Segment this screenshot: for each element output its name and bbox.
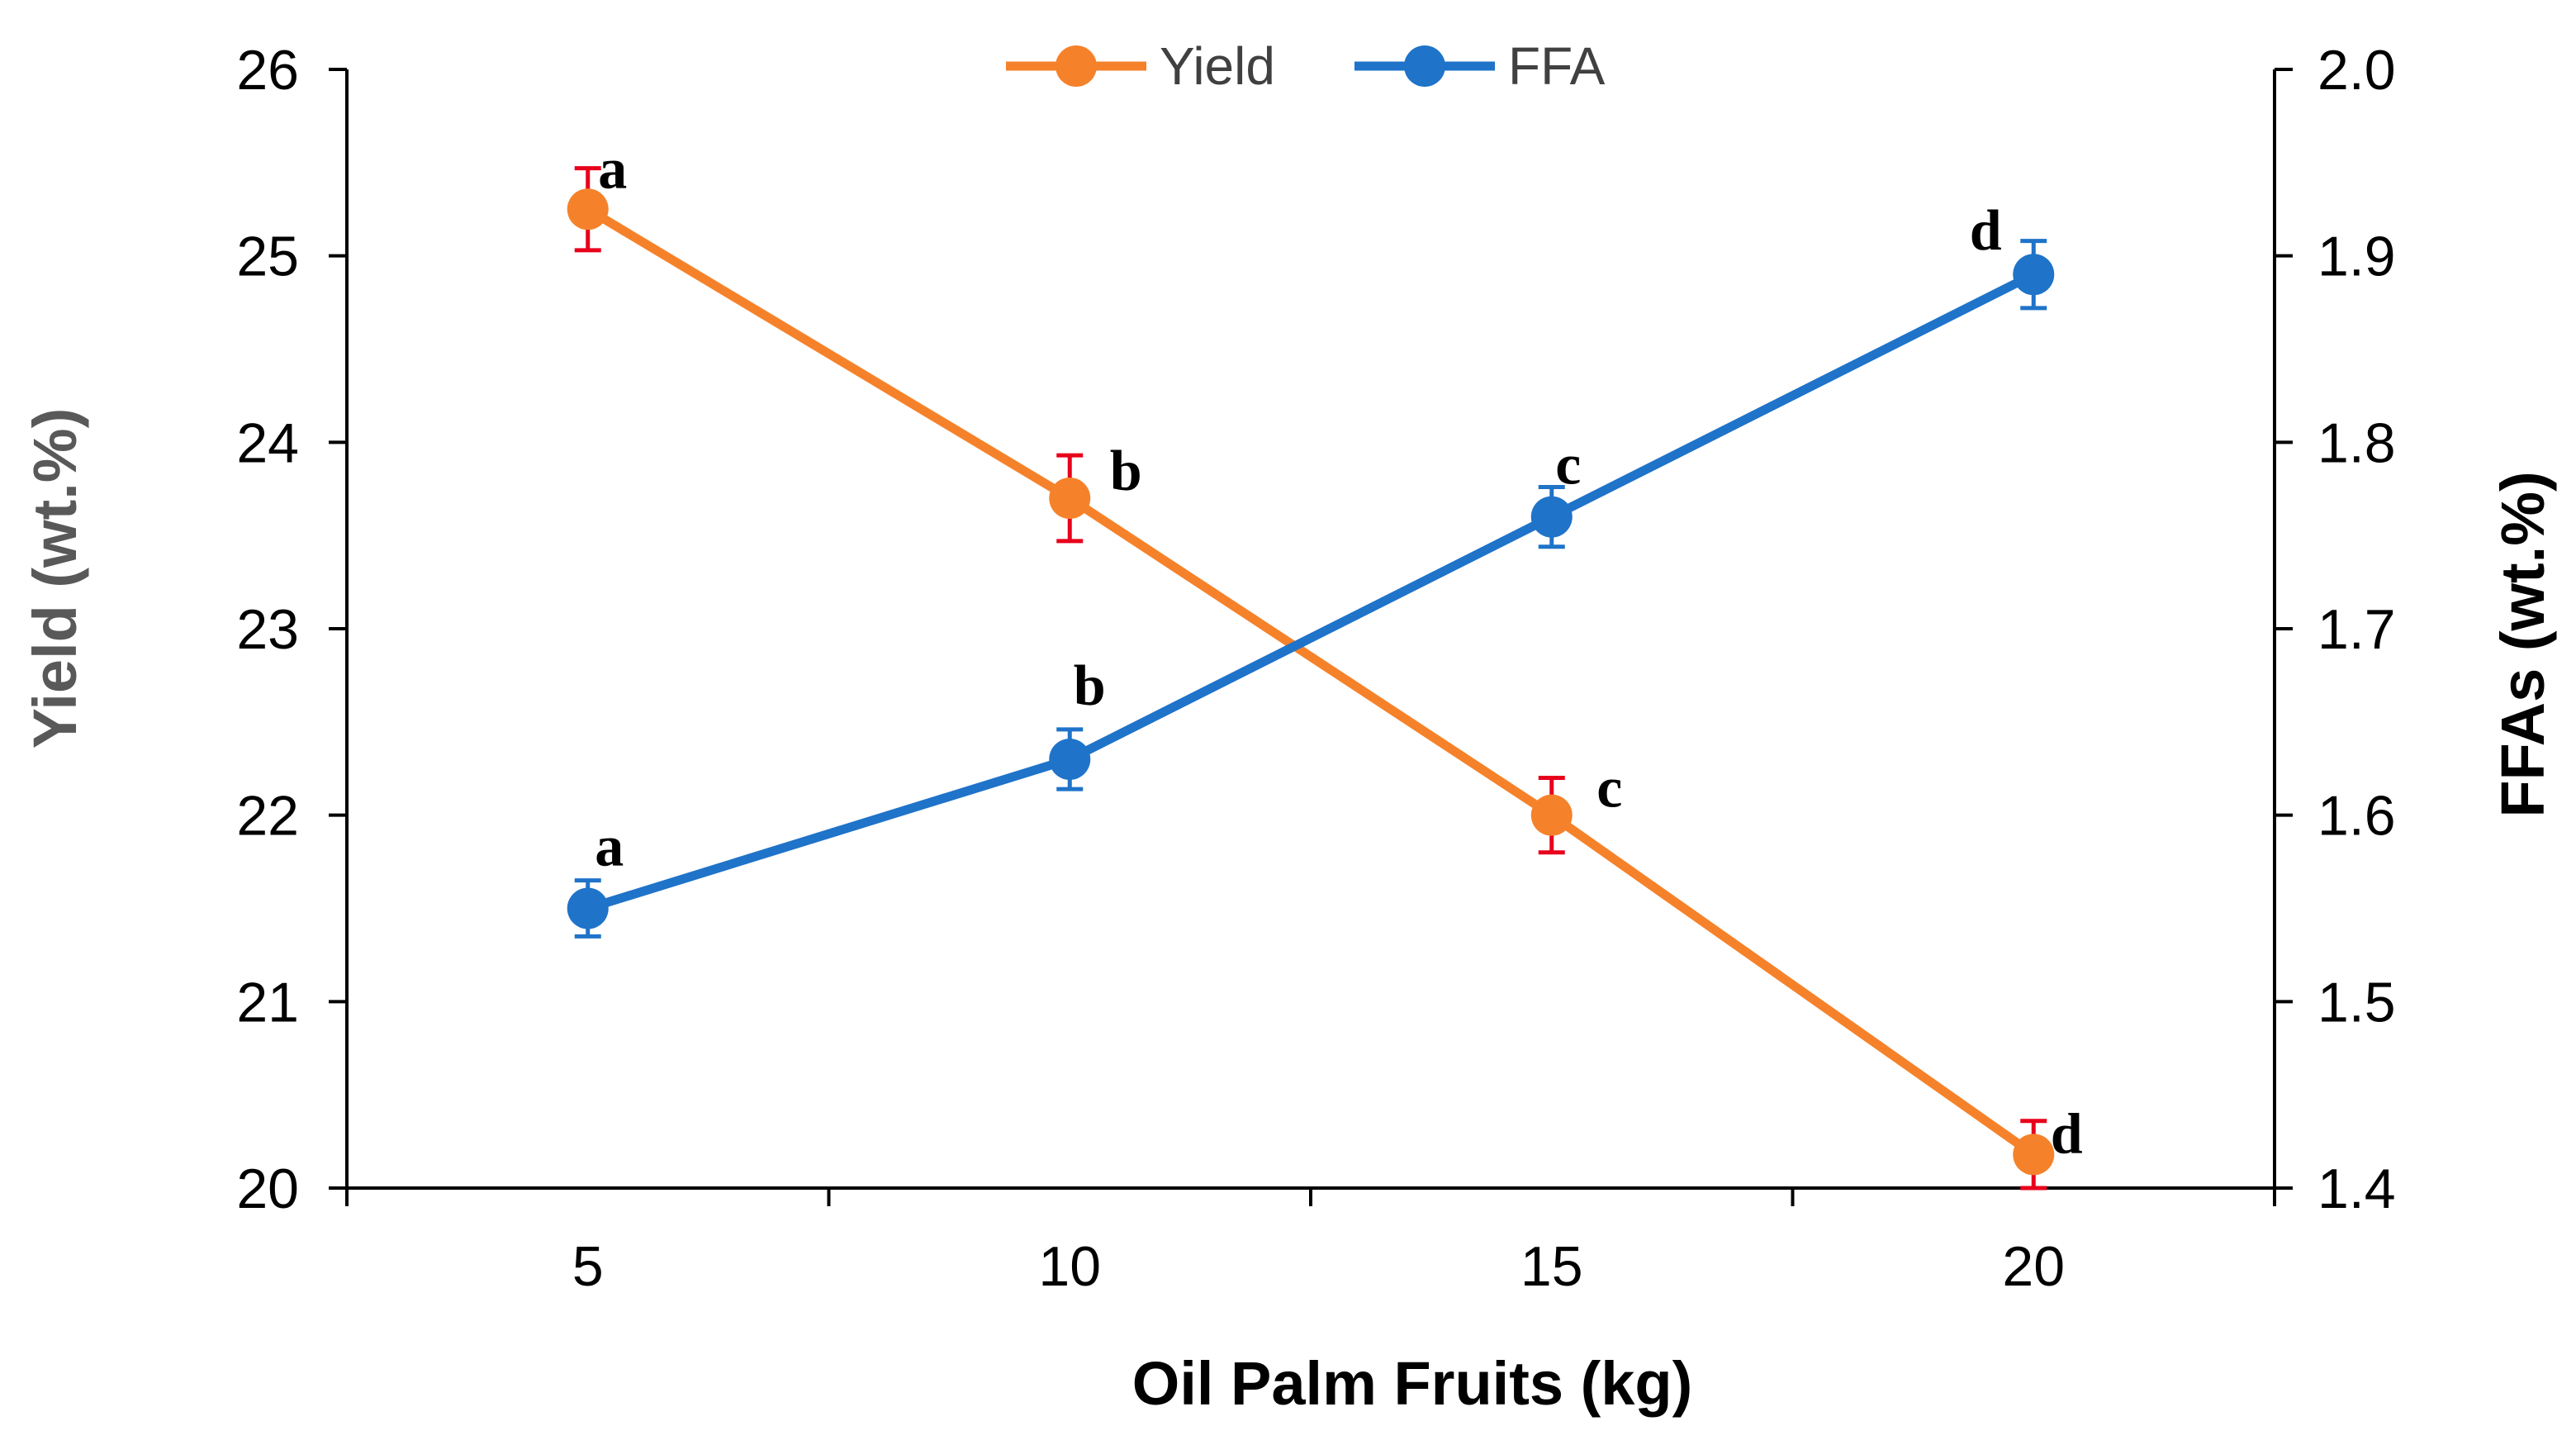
y-left-tick-label: 20 bbox=[236, 1157, 299, 1220]
y-right-tick-label: 1.7 bbox=[2317, 598, 2396, 661]
x-tick-label: 5 bbox=[572, 1235, 604, 1298]
y-right-tick-label: 2.0 bbox=[2317, 39, 2396, 102]
data-point bbox=[1530, 794, 1573, 836]
significance-label: c bbox=[1596, 757, 1622, 820]
y-axis-title-right: FFAs (wt.%) bbox=[2488, 471, 2557, 817]
y-axis-title-left: Yield (wt.%) bbox=[21, 408, 89, 749]
data-point bbox=[2013, 254, 2055, 296]
legend-marker-ffa bbox=[1404, 45, 1445, 87]
data-point bbox=[2013, 1134, 2055, 1176]
y-right-tick-label: 1.4 bbox=[2317, 1157, 2396, 1220]
significance-label: a bbox=[595, 815, 624, 879]
y-right-tick-label: 1.6 bbox=[2317, 785, 2396, 848]
y-right-tick-label: 1.5 bbox=[2317, 971, 2396, 1034]
data-point bbox=[1530, 496, 1573, 538]
data-point bbox=[567, 887, 609, 929]
series-line-yield bbox=[585, 205, 2037, 1158]
y-left-tick-label: 25 bbox=[236, 226, 299, 288]
significance-label: b bbox=[1110, 440, 1142, 503]
series-line-ffa bbox=[586, 270, 2036, 913]
legend: Yield FFA bbox=[1006, 36, 1606, 96]
y-left-tick-label: 24 bbox=[236, 411, 299, 474]
y-left-tick-label: 21 bbox=[236, 971, 299, 1034]
axes-layer: 20 21 22 23 24 25 26 1.4 1.5 1.6 1.7 1.8 1.9 2.0 5 10 15… bbox=[236, 39, 2395, 1298]
data-point bbox=[1049, 738, 1091, 780]
data-point bbox=[1049, 478, 1091, 520]
y-left-tick-label: 22 bbox=[236, 785, 299, 848]
series-ffa: a b c d bbox=[567, 199, 2055, 939]
x-tick-label: 15 bbox=[1520, 1235, 1583, 1298]
series-yield: a b c d bbox=[567, 137, 2083, 1191]
significance-label: c bbox=[1555, 434, 1581, 497]
data-point bbox=[567, 188, 609, 231]
legend-label-ffa: FFA bbox=[1508, 36, 1606, 96]
x-axis-title: Oil Palm Fruits (kg) bbox=[1132, 1349, 1692, 1418]
significance-label: d bbox=[2051, 1102, 2083, 1166]
significance-label: d bbox=[1970, 199, 2002, 263]
legend-marker-yield bbox=[1056, 45, 1097, 87]
x-tick-label: 10 bbox=[1038, 1235, 1101, 1298]
legend-label-yield: Yield bbox=[1160, 36, 1275, 96]
y-right-tick-label: 1.8 bbox=[2317, 411, 2396, 474]
y-left-tick-label: 26 bbox=[236, 39, 299, 102]
series-layer: a b c d a b c d bbox=[567, 137, 2083, 1191]
y-left-tick-label: 23 bbox=[236, 598, 299, 661]
y-right-tick-label: 1.9 bbox=[2317, 226, 2396, 288]
significance-label: a bbox=[598, 137, 627, 201]
significance-label: b bbox=[1074, 654, 1106, 718]
x-tick-label: 20 bbox=[2002, 1235, 2065, 1298]
